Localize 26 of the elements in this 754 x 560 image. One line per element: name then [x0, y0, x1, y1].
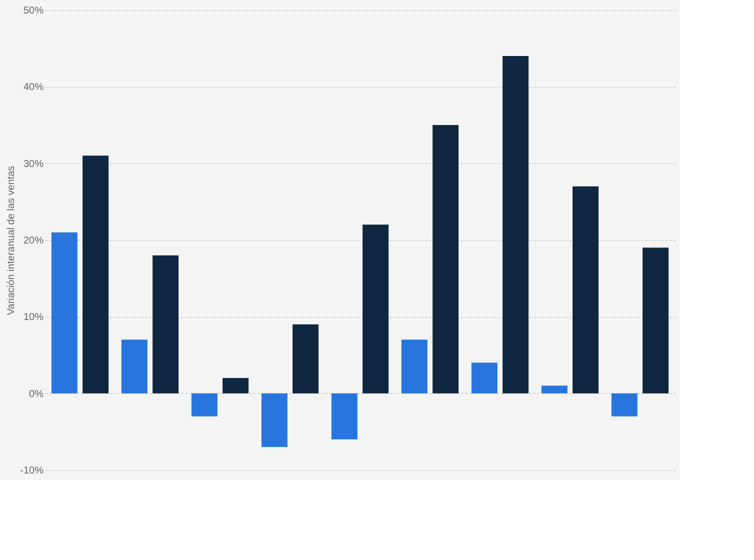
y-tick-label: 20%	[23, 236, 44, 246]
y-tick-label: 0%	[29, 388, 44, 400]
bar	[642, 248, 669, 394]
bar	[541, 386, 568, 394]
bar	[502, 56, 529, 394]
y-axis-title: Variación interanual de las ventas	[6, 166, 18, 316]
bar	[121, 340, 148, 394]
bar	[191, 393, 218, 416]
y-tick-label: 10%	[23, 312, 44, 324]
bar	[611, 393, 638, 416]
y-tick-label: -10%	[20, 466, 44, 476]
y-tick-label: 30%	[23, 158, 44, 170]
bar	[152, 255, 179, 394]
y-tick-label: 40%	[23, 82, 44, 94]
bar	[572, 186, 599, 394]
bar	[432, 125, 459, 394]
bar	[82, 156, 109, 394]
bar	[401, 340, 428, 394]
bar	[261, 393, 288, 447]
y-tick-label: 50%	[23, 6, 44, 16]
bar	[51, 232, 78, 394]
bar	[471, 362, 498, 394]
bar	[362, 224, 389, 394]
bar	[292, 324, 319, 394]
bar	[331, 393, 358, 440]
bar	[222, 378, 249, 394]
